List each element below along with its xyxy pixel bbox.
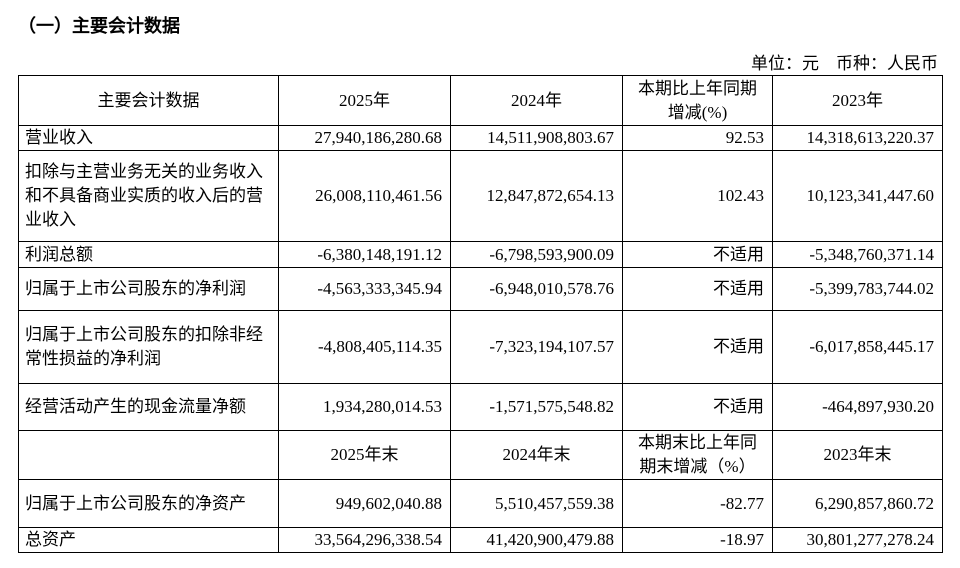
- cell: -7,323,194,107.57: [450, 310, 623, 384]
- row-label: 归属于上市公司股东的净利润: [18, 267, 279, 311]
- cell: 26,008,110,461.56: [278, 150, 451, 242]
- cell: 33,564,296,338.54: [278, 527, 451, 553]
- table-row: 利润总额 -6,380,148,191.12 -6,798,593,900.09 不适…: [18, 241, 943, 268]
- row-label: 归属于上市公司股东的净资产: [18, 479, 279, 528]
- cell: 6,290,857,860.72: [772, 479, 943, 528]
- cell: 不适用: [622, 383, 773, 431]
- column-header: 2025年: [278, 75, 451, 126]
- cell: 14,511,908,803.67: [450, 125, 623, 151]
- data-table: 主要会计数据 2025年 2024年 本期比上年同期增减(%) 2023年 营业收入 27,…: [18, 75, 943, 553]
- row-label: 营业收入: [18, 125, 279, 151]
- unit-note: 单位：元 币种：人民币: [751, 54, 938, 73]
- cell: 10,123,341,447.60: [772, 150, 943, 242]
- cell: -6,798,593,900.09: [450, 241, 623, 268]
- column-header: 本期比上年同期增减(%): [622, 75, 773, 126]
- column-header: 2023年: [772, 75, 943, 126]
- table-row: 归属于上市公司股东的净资产 949,602,040.88 5,510,457,559…: [18, 479, 943, 528]
- row-label: 扣除与主营业务无关的业务收入和不具备商业实质的收入后的营业收入: [18, 150, 279, 242]
- row-label: 经营活动产生的现金流量净额: [18, 383, 279, 431]
- cell: -6,380,148,191.12: [278, 241, 451, 268]
- table-row: 扣除与主营业务无关的业务收入和不具备商业实质的收入后的营业收入 26,008,11…: [18, 150, 943, 242]
- cell: 949,602,040.88: [278, 479, 451, 528]
- row-label: 利润总额: [18, 241, 279, 268]
- column-header: 2024年末: [450, 430, 623, 480]
- cell: 12,847,872,654.13: [450, 150, 623, 242]
- cell: 102.43: [622, 150, 773, 242]
- cell: -4,563,333,345.94: [278, 267, 451, 311]
- cell: 41,420,900,479.88: [450, 527, 623, 553]
- table-row: 主要会计数据 2025年 2024年 本期比上年同期增减(%) 2023年: [18, 75, 943, 126]
- cell: 30,801,277,278.24: [772, 527, 943, 553]
- row-label: 归属于上市公司股东的扣除非经常性损益的净利润: [18, 310, 279, 384]
- cell: -18.97: [622, 527, 773, 553]
- cell: 不适用: [622, 267, 773, 311]
- cell: -1,571,575,548.82: [450, 383, 623, 431]
- column-header: 主要会计数据: [18, 75, 279, 126]
- row-label: 总资产: [18, 527, 279, 553]
- table-row: 营业收入 27,940,186,280.68 14,511,908,803.67 92…: [18, 125, 943, 151]
- table-row: 2025年末 2024年末 本期末比上年同期末增减（%） 2023年末: [18, 430, 943, 480]
- table-row: 归属于上市公司股东的扣除非经常性损益的净利润 -4,808,405,114.35-…: [18, 310, 943, 384]
- cell: -464,897,930.20: [772, 383, 943, 431]
- cell: -82.77: [622, 479, 773, 528]
- table-row: 归属于上市公司股东的净利润 -4,563,333,345.94 -6,948,010…: [18, 267, 943, 311]
- column-header: 2024年: [450, 75, 623, 126]
- cell: -6,948,010,578.76: [450, 267, 623, 311]
- cell: 27,940,186,280.68: [278, 125, 451, 151]
- section-title: （一）主要会计数据: [18, 16, 180, 36]
- cell: 14,318,613,220.37: [772, 125, 943, 151]
- cell: 92.53: [622, 125, 773, 151]
- cell: 不适用: [622, 310, 773, 384]
- column-header: 本期末比上年同期末增减（%）: [622, 430, 773, 480]
- column-header: 2025年末: [278, 430, 451, 480]
- cell: 不适用: [622, 241, 773, 268]
- cell: -4,808,405,114.35: [278, 310, 451, 384]
- empty-cell: [18, 430, 279, 480]
- table-body: 主要会计数据 2025年 2024年 本期比上年同期增减(%) 2023年 营业收入 27,…: [18, 75, 943, 553]
- cell: -5,348,760,371.14: [772, 241, 943, 268]
- column-header: 2023年末: [772, 430, 943, 480]
- table-row: 经营活动产生的现金流量净额 1,934,280,014.53 -1,571,575,…: [18, 383, 943, 431]
- cell: 5,510,457,559.38: [450, 479, 623, 528]
- cell: -6,017,858,445.17: [772, 310, 943, 384]
- cell: -5,399,783,744.02: [772, 267, 943, 311]
- table-row: 总资产 33,564,296,338.54 41,420,900,479.88 -18…: [18, 527, 943, 553]
- cell: 1,934,280,014.53: [278, 383, 451, 431]
